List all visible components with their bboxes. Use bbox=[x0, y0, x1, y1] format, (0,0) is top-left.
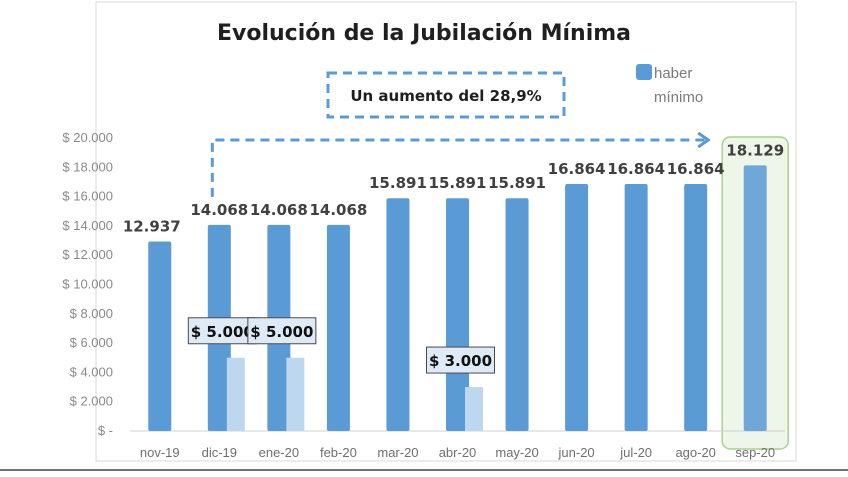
x-tick-label: nov-19 bbox=[140, 445, 180, 460]
bar-mar-20 bbox=[386, 198, 410, 431]
bonus-label-abr-20: $ 3.000 bbox=[429, 352, 492, 370]
bonus-label-box-dic-19 bbox=[187, 317, 257, 345]
x-tick-label: ago-20 bbox=[675, 445, 715, 460]
bonus-bar-abr-20 bbox=[465, 387, 483, 431]
y-tick-label: $ 6.000 bbox=[70, 335, 113, 350]
y-tick-label: $ - bbox=[98, 423, 113, 438]
bars-haber-minimo bbox=[148, 165, 767, 431]
data-label-ago-20: 16.864 bbox=[667, 160, 725, 178]
x-tick-label: dic-19 bbox=[202, 445, 237, 460]
x-tick-label: ene-20 bbox=[259, 445, 299, 460]
x-tick-label: may-20 bbox=[495, 445, 538, 460]
y-tick-label: $ 8.000 bbox=[70, 306, 113, 321]
bonus-label-dic-19: $ 5.000 bbox=[191, 323, 254, 341]
data-label-dic-19: 14.068 bbox=[190, 201, 248, 219]
y-tick-label: $ 14.000 bbox=[62, 218, 113, 233]
y-tick-label: $ 4.000 bbox=[70, 364, 113, 379]
legend-label-line1: haber bbox=[654, 65, 692, 82]
x-tick-label: mar-20 bbox=[377, 445, 418, 460]
data-label-may-20: 15.891 bbox=[488, 174, 546, 192]
bar-sep-20 bbox=[743, 165, 767, 431]
x-tick-label: feb-20 bbox=[320, 445, 357, 460]
bonus-labels: $ 5.000$ 5.000 $ 3.000 bbox=[187, 317, 495, 374]
bar-may-20 bbox=[505, 198, 529, 431]
x-tick-label: abr-20 bbox=[439, 445, 477, 460]
y-tick-label: $ 20.000 bbox=[62, 130, 113, 145]
bonus-label-box-abr-20 bbox=[426, 346, 495, 374]
data-label-nov-19: 12.937 bbox=[123, 217, 181, 235]
data-label-abr-20: 15.891 bbox=[429, 174, 487, 192]
data-label-mar-20: 15.891 bbox=[369, 174, 427, 192]
legend-swatch bbox=[636, 64, 652, 80]
data-label-feb-20: 14.068 bbox=[309, 201, 367, 219]
annotation-box bbox=[326, 71, 566, 119]
data-label-sep-20: 18.129 bbox=[726, 141, 784, 159]
y-axis: $ - $ 2.000 $ 4.000 $ 6.000 $ 8.000 $ 10.000 $… bbox=[62, 130, 113, 438]
y-tick-label: $ 2.000 bbox=[70, 394, 113, 409]
y-tick-label: $ 16.000 bbox=[62, 189, 113, 204]
x-axis: nov-19 dic-19 ene-20 feb-20 mar-20 abr-20 may-… bbox=[140, 445, 775, 460]
bonus-label-ene-20: $ 5.000 bbox=[250, 323, 313, 341]
data-label-jul-20: 16.864 bbox=[607, 160, 665, 178]
bar-jul-20 bbox=[624, 183, 648, 431]
y-tick-label: $ 12.000 bbox=[62, 247, 113, 262]
x-tick-label: jun-20 bbox=[558, 445, 595, 460]
y-tick-label: $ 10.000 bbox=[62, 277, 113, 292]
bar-feb-20 bbox=[326, 224, 350, 431]
y-tick-label: $ 18.000 bbox=[62, 159, 113, 174]
increase-arrowhead bbox=[697, 131, 711, 149]
bar-ago-20 bbox=[684, 183, 708, 431]
x-tick-label: jul-20 bbox=[619, 445, 652, 460]
bar-nov-19 bbox=[148, 241, 172, 431]
bonus-bar-dic-19 bbox=[226, 357, 245, 431]
data-label-jun-20: 16.864 bbox=[548, 160, 606, 178]
x-tick-label: sep-20 bbox=[735, 445, 775, 460]
data-label-ene-20: 14.068 bbox=[250, 201, 308, 219]
bars-bonos bbox=[226, 357, 483, 431]
increase-arrow bbox=[210, 138, 708, 197]
annotation-text: Un aumento del 28,9% bbox=[350, 87, 541, 105]
bonus-label-box-ene-20 bbox=[247, 317, 317, 345]
chart-title: Evolución de la Jubilación Mínima bbox=[217, 21, 631, 46]
legend-label-line2: mínimo bbox=[654, 89, 703, 106]
bar-jun-20 bbox=[565, 183, 589, 431]
bonus-bar-ene-20 bbox=[286, 357, 305, 431]
